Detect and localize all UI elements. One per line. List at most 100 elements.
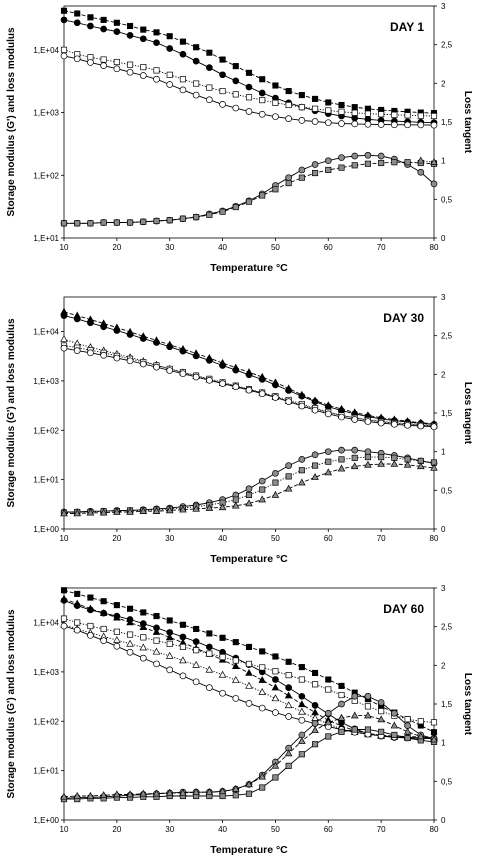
data-point <box>325 676 332 683</box>
data-point <box>258 676 267 683</box>
data-point <box>245 780 253 788</box>
data-point <box>338 413 345 421</box>
data-point <box>245 700 253 707</box>
data-point <box>285 180 292 187</box>
data-point <box>232 77 240 85</box>
data-point <box>60 594 68 602</box>
data-point <box>100 323 107 331</box>
data-point <box>364 151 372 159</box>
data-point <box>416 732 425 740</box>
data-point <box>192 678 200 686</box>
data-point <box>206 64 213 72</box>
data-point <box>404 112 411 119</box>
data-point <box>153 637 160 644</box>
data-point <box>391 121 398 129</box>
x-tick-label: 40 <box>218 825 227 834</box>
data-point <box>298 664 305 671</box>
y2-tick-label: 1,5 <box>441 409 453 418</box>
data-point <box>192 352 200 360</box>
data-point <box>153 339 160 346</box>
data-point <box>390 721 399 729</box>
data-point <box>272 82 279 89</box>
data-point <box>113 635 121 643</box>
data-point <box>258 110 266 118</box>
x-tick-label: 40 <box>218 534 227 543</box>
data-point <box>364 418 372 425</box>
data-point <box>245 83 253 91</box>
data-point <box>231 784 240 792</box>
data-point <box>325 166 332 173</box>
data-point <box>179 347 187 355</box>
y2-tick-label: 2,5 <box>441 332 453 341</box>
data-point <box>258 704 266 712</box>
data-point <box>153 363 160 371</box>
data-point <box>87 594 94 601</box>
data-point <box>350 462 359 470</box>
data-point <box>73 509 82 517</box>
x-tick-label: 70 <box>377 534 386 543</box>
data-point <box>153 217 160 225</box>
data-point <box>206 357 213 364</box>
data-point <box>219 380 226 387</box>
data-point <box>312 169 319 177</box>
data-point <box>126 648 134 656</box>
data-point <box>364 454 371 461</box>
data-point <box>152 507 161 514</box>
data-point <box>218 787 227 795</box>
data-point <box>232 104 240 112</box>
data-point <box>139 623 148 631</box>
data-point <box>87 220 94 227</box>
x-tick-label: 10 <box>60 534 69 543</box>
data-point <box>324 718 333 726</box>
data-point <box>87 59 94 66</box>
data-point <box>192 91 200 99</box>
y2-tick-label: 0 <box>441 525 446 534</box>
data-point <box>364 160 371 167</box>
y-tick-label: 1,E+03 <box>33 377 59 386</box>
data-point <box>87 349 94 357</box>
data-point <box>218 503 227 511</box>
y-tick-label: 1,E+00 <box>33 525 59 534</box>
data-point <box>298 467 305 474</box>
data-point <box>113 19 120 26</box>
data-point <box>232 639 239 646</box>
data-point <box>298 707 306 715</box>
y-tick-label: 1,E+04 <box>33 328 59 337</box>
data-point <box>100 351 107 359</box>
data-point <box>74 10 81 17</box>
series-1 <box>60 7 438 117</box>
data-point <box>219 101 226 108</box>
data-point <box>231 676 240 683</box>
data-point <box>298 104 305 111</box>
data-point <box>206 376 213 384</box>
data-point <box>100 16 107 23</box>
data-point <box>166 343 174 351</box>
data-point <box>73 791 82 799</box>
data-point <box>312 462 319 469</box>
data-point <box>74 619 81 626</box>
data-point <box>350 711 359 719</box>
y-tick-label: 1,E+02 <box>33 171 59 180</box>
data-point <box>219 634 226 641</box>
x-tick-label: 30 <box>165 534 174 543</box>
data-point <box>324 410 332 418</box>
data-point <box>259 648 266 655</box>
data-point <box>272 709 279 716</box>
data-point <box>364 448 372 456</box>
data-point <box>391 454 398 461</box>
data-point <box>377 459 385 467</box>
data-point <box>430 719 438 726</box>
data-point <box>271 694 280 702</box>
data-point <box>298 751 305 758</box>
data-point <box>113 602 120 609</box>
data-point <box>285 672 292 679</box>
data-point <box>87 22 94 30</box>
data-point <box>73 315 81 323</box>
x-tick-label: 10 <box>60 825 69 834</box>
data-point <box>179 621 186 628</box>
data-point <box>351 120 359 128</box>
data-point <box>324 119 332 127</box>
data-point <box>377 699 385 706</box>
